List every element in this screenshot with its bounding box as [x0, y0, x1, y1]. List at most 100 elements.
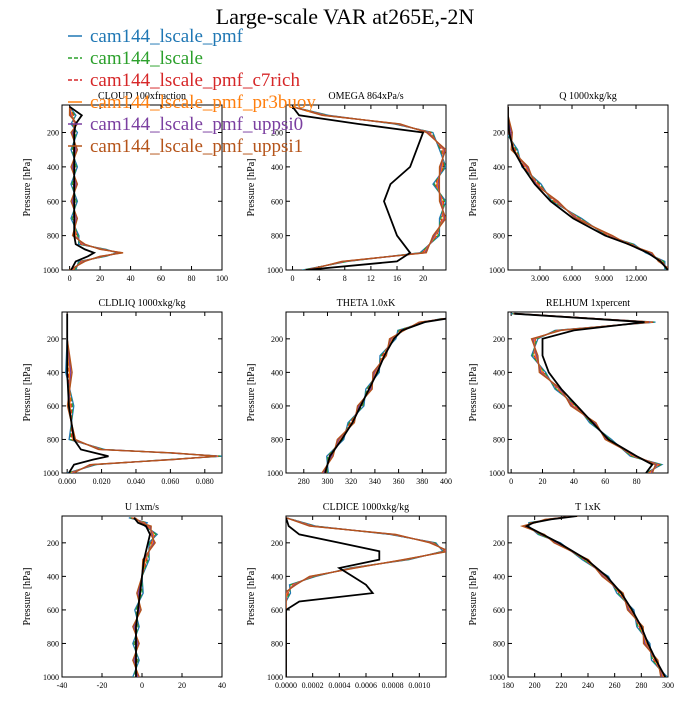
y-axis-label: Pressure [hPa]	[468, 363, 479, 421]
series-line-cam144_lscale_pmf	[508, 106, 666, 270]
x-tick-label: 60	[157, 274, 165, 283]
legend-label: cam144_lscale_pmf_pr3buoy	[90, 92, 316, 113]
panel-title: CLDICE 1000xkg/kg	[323, 502, 409, 513]
y-axis-label: Pressure [hPa]	[22, 158, 33, 216]
series-group	[508, 106, 668, 270]
y-tick-label: 1000	[43, 673, 59, 682]
y-tick-label: 800	[271, 435, 283, 444]
plot-frame	[285, 311, 447, 474]
y-axis-label: Pressure [hPa]	[22, 363, 33, 421]
x-tick-label: 6.000	[563, 274, 581, 283]
panel-title: THETA 1.0xK	[337, 298, 396, 309]
y-tick-label: 400	[271, 368, 283, 377]
y-tick-label: 1000	[489, 266, 505, 275]
series-line-cam144_lscale_pmf	[527, 516, 668, 677]
legend-label: cam144_lscale_pmf_c7rich	[90, 70, 300, 91]
chart-panel-3: Q 1000xkg/kg Pressure [hPa] 200 400 600 800 10…	[468, 91, 669, 283]
x-tick-label: 320	[345, 477, 357, 486]
y-tick-label: 1000	[43, 469, 59, 478]
y-tick-label: 200	[493, 539, 505, 548]
x-tick-label: 40	[127, 274, 135, 283]
y-tick-label: 800	[493, 639, 505, 648]
y-tick-label: 200	[47, 335, 59, 344]
series-line-cam144_lscale_pmf_c7rich	[325, 318, 444, 473]
series-line-observation	[508, 106, 668, 270]
x-tick-label: 400	[440, 477, 452, 486]
y-tick-label: 200	[493, 335, 505, 344]
x-tick-label: 260	[609, 681, 621, 690]
x-tick-label: 80	[188, 274, 196, 283]
y-tick-label: 200	[271, 335, 283, 344]
series-line-observation	[291, 106, 425, 270]
x-tick-label: 8	[343, 274, 347, 283]
y-tick-label: 200	[271, 129, 283, 138]
series-line-cam144_lscale_pmf_pr3buoy	[66, 313, 218, 473]
y-tick-label: 400	[47, 368, 59, 377]
x-tick-label: 300	[662, 681, 674, 690]
x-tick-label: 20	[96, 274, 104, 283]
y-axis-label: Pressure [hPa]	[468, 567, 479, 625]
series-line-cam144_lscale_pmf_pr3buoy	[508, 106, 668, 270]
plot-frame	[61, 311, 223, 474]
y-tick-label: 1000	[43, 266, 59, 275]
y-tick-label: 200	[47, 539, 59, 548]
x-tick-label: 0	[140, 681, 144, 690]
y-tick-label: 200	[47, 129, 59, 138]
figure-title: Large-scale VAR at265E,-2N	[216, 4, 475, 29]
series-line-cam144_lscale_pmf_uppsi1	[508, 106, 668, 269]
x-tick-label: 3.000	[531, 274, 549, 283]
series-group	[291, 106, 446, 270]
x-tick-label: 300	[321, 477, 333, 486]
x-tick-label: 0.0004	[328, 681, 350, 690]
y-tick-label: 600	[493, 402, 505, 411]
y-tick-label: 1000	[267, 469, 283, 478]
x-tick-label: 280	[298, 477, 310, 486]
x-tick-label: 280	[635, 681, 647, 690]
y-tick-label: 800	[493, 232, 505, 241]
x-tick-label: -20	[97, 681, 108, 690]
y-tick-label: 400	[493, 572, 505, 581]
x-tick-label: 0.000	[58, 477, 76, 486]
x-tick-label: 40	[570, 477, 578, 486]
legend-item: cam144_lscale	[68, 48, 203, 69]
x-tick-label: 0	[291, 274, 295, 283]
panel-title: RELHUM 1xpercent	[546, 298, 630, 309]
series-line-cam144_lscale_pmf_uppsi1	[519, 516, 662, 677]
x-tick-label: 12.000	[625, 274, 647, 283]
x-tick-label: 200	[529, 681, 541, 690]
plot-frame	[507, 104, 669, 271]
x-tick-label: 0.0010	[408, 681, 430, 690]
x-tick-label: 0.060	[161, 477, 179, 486]
y-tick-label: 400	[271, 163, 283, 172]
y-axis-label: Pressure [hPa]	[468, 158, 479, 216]
x-tick-label: 0.0006	[355, 681, 377, 690]
x-tick-label: 0.080	[196, 477, 214, 486]
x-tick-label: 80	[633, 477, 641, 486]
y-tick-label: 400	[493, 368, 505, 377]
x-tick-label: 20	[539, 477, 547, 486]
x-tick-label: 180	[502, 681, 514, 690]
series-line-cam144_lscale	[526, 516, 667, 677]
legend-label: cam144_lscale_pmf_uppsi1	[90, 136, 303, 157]
series-group	[128, 517, 159, 677]
chart-panel-6: RELHUM 1xpercent Pressure [hPa] 200 400 600 8…	[468, 298, 669, 486]
y-tick-label: 200	[493, 129, 505, 138]
legend-label: cam144_lscale_pmf_uppsi0	[90, 114, 303, 135]
x-tick-label: 16	[393, 274, 401, 283]
series-line-cam144_lscale_pmf_c7rich	[508, 106, 668, 270]
x-tick-label: 12	[367, 274, 375, 283]
series-line-cam144_lscale_pmf_uppsi1	[286, 517, 446, 677]
y-tick-label: 600	[271, 402, 283, 411]
x-tick-label: 0.020	[93, 477, 111, 486]
series-line-cam144_lscale	[66, 313, 221, 473]
y-tick-label: 600	[493, 197, 505, 206]
x-tick-label: 0.0000	[275, 681, 297, 690]
series-line-cam144_lscale_pmf_pr3buoy	[323, 318, 445, 473]
plot-frame	[61, 104, 223, 271]
x-tick-label: -40	[57, 681, 68, 690]
x-tick-label: 0.0002	[302, 681, 324, 690]
panel-title: OMEGA 864xPa/s	[328, 91, 403, 102]
x-tick-label: 9.000	[595, 274, 613, 283]
